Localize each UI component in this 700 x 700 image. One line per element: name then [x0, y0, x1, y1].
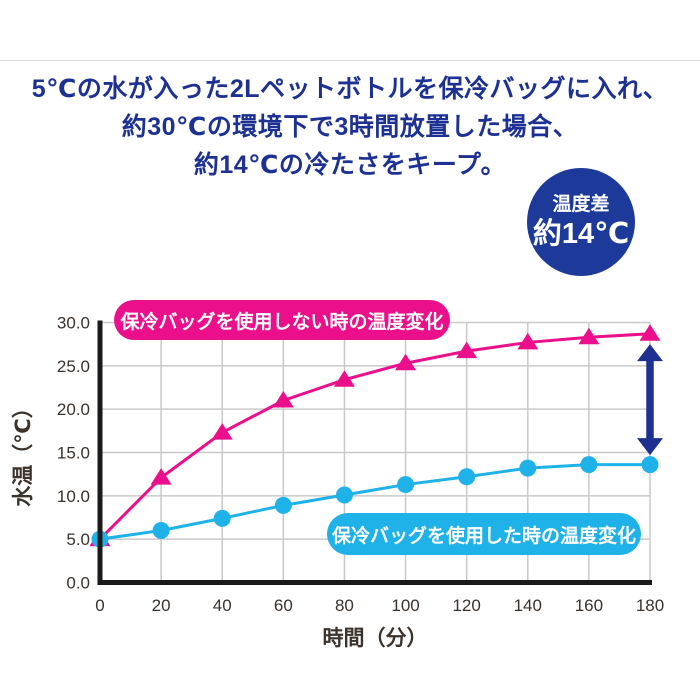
circle-marker	[397, 476, 415, 494]
difference-arrow-head-up	[637, 344, 663, 362]
top-divider	[0, 60, 700, 61]
y-tick-label: 10.0	[57, 487, 90, 506]
y-tick-label: 20.0	[57, 400, 90, 419]
x-tick-label: 180	[636, 596, 664, 615]
triangle-marker	[578, 327, 600, 345]
x-tick-label: 20	[152, 596, 171, 615]
y-tick-label: 30.0	[57, 314, 90, 333]
circle-marker	[152, 522, 170, 539]
triangle-marker	[517, 332, 539, 350]
temperature-difference-badge: 温度差 約14℃	[527, 168, 635, 276]
circle-marker	[641, 456, 659, 474]
badge-label: 温度差	[552, 194, 610, 215]
x-tick-label: 60	[274, 596, 293, 615]
series-line-0	[98, 332, 652, 541]
x-tick-label: 40	[213, 596, 232, 615]
badge-value: 約14℃	[532, 218, 630, 250]
page-title: 5℃の水が入った2Lペットボトルを保冷バッグに入れ、 約30℃の環境下で3時間放…	[0, 70, 700, 184]
series-pill-no-bag: 保冷バッグを使用しない時の温度変化	[114, 300, 450, 340]
x-tick-label: 80	[335, 596, 354, 615]
triangle-marker	[456, 341, 478, 359]
circle-marker	[458, 468, 476, 486]
circle-marker	[274, 496, 292, 514]
title-line-1: 5℃の水が入った2Lペットボトルを保冷バッグに入れ、	[31, 75, 669, 103]
title-line-3: 約14℃の冷たさをキープ。	[193, 151, 507, 179]
triangle-marker	[272, 391, 294, 408]
x-tick-label: 0	[95, 596, 104, 615]
series-line-1	[98, 463, 652, 541]
x-axis-title: 時間（分）	[323, 626, 428, 650]
y-tick-label: 15.0	[57, 444, 90, 463]
x-tick-label: 140	[514, 596, 542, 615]
x-tick-label: 120	[452, 596, 480, 615]
triangle-marker	[639, 324, 661, 341]
x-tick-label: 100	[391, 596, 419, 615]
series-pill-bag: 保冷バッグを使用した時の温度変化	[327, 513, 641, 555]
circle-marker	[519, 459, 537, 477]
y-tick-label: 25.0	[57, 357, 90, 376]
circle-marker	[335, 486, 353, 504]
circle-marker	[213, 509, 231, 527]
y-axis-title: 水温（℃）	[11, 397, 35, 506]
triangle-marker	[150, 468, 172, 485]
y-tick-label: 5.0	[66, 530, 90, 549]
circle-marker	[580, 456, 598, 474]
triangle-marker	[333, 370, 355, 387]
triangle-marker	[395, 353, 417, 371]
title-line-2: 約30℃の環境下で3時間放置した場合、	[121, 113, 579, 141]
difference-arrow-head-down	[637, 438, 663, 456]
y-tick-label: 0.0	[66, 574, 90, 593]
triangle-marker	[211, 423, 233, 440]
x-tick-label: 160	[575, 596, 603, 615]
